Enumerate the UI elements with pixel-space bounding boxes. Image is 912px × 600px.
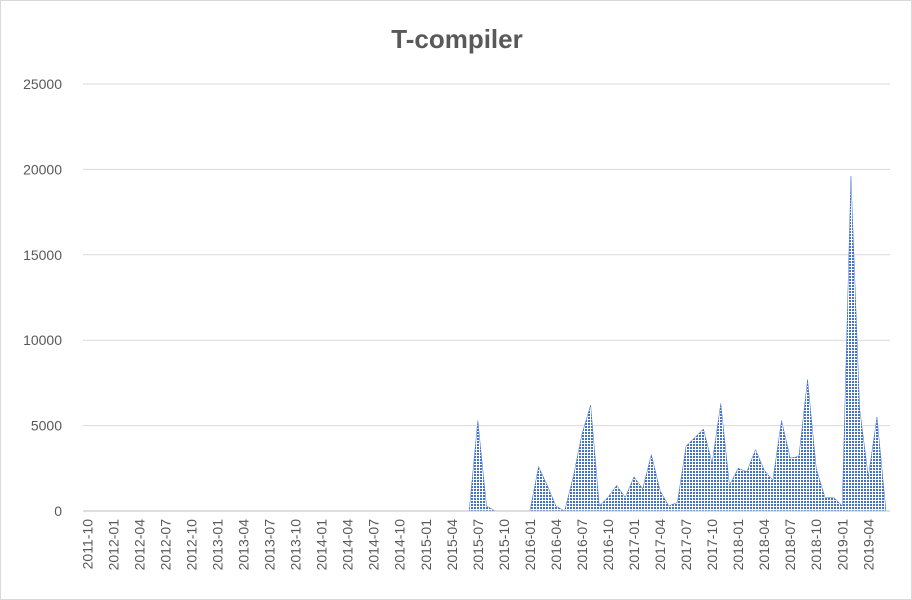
x-tick-label: 2013-07 xyxy=(262,519,278,571)
x-tick-label: 2012-04 xyxy=(131,519,147,571)
x-tick-label: 2016-07 xyxy=(574,519,590,571)
x-tick-label: 2014-10 xyxy=(392,519,408,571)
x-tick-label: 2019-04 xyxy=(860,519,876,571)
x-tick-label: 2011-10 xyxy=(79,519,95,570)
x-tick-label: 2018-04 xyxy=(756,519,772,571)
x-tick-label: 2012-07 xyxy=(157,519,173,571)
y-tick-label: 0 xyxy=(54,503,62,519)
x-tick-label: 2018-10 xyxy=(808,519,824,571)
x-tick-label: 2016-04 xyxy=(548,519,564,571)
x-tick-label: 2012-10 xyxy=(183,519,199,571)
x-tick-label: 2015-01 xyxy=(418,519,434,571)
x-tick-label: 2017-04 xyxy=(652,519,668,571)
y-tick-label: 25000 xyxy=(23,76,62,92)
y-tick-label: 15000 xyxy=(23,247,62,263)
x-tick-label: 2017-01 xyxy=(626,519,642,571)
x-tick-label: 2012-01 xyxy=(105,519,121,571)
x-tick-label: 2015-04 xyxy=(444,519,460,571)
x-tick-label: 2014-01 xyxy=(314,519,330,571)
x-tick-label: 2017-10 xyxy=(704,519,720,571)
x-tick-label: 2018-07 xyxy=(782,519,798,571)
y-tick-label: 20000 xyxy=(23,161,62,177)
x-tick-label: 2015-07 xyxy=(470,519,486,571)
x-tick-label: 2014-07 xyxy=(366,519,382,571)
x-tick-label: 2018-01 xyxy=(730,519,746,571)
x-tick-label: 2016-01 xyxy=(522,519,538,571)
x-tick-label: 2016-10 xyxy=(600,519,616,571)
x-tick-label: 2019-01 xyxy=(834,519,850,571)
x-tick-label: 2015-10 xyxy=(496,519,512,571)
y-tick-label: 5000 xyxy=(31,418,62,434)
x-tick-label: 2013-04 xyxy=(236,519,252,571)
x-tick-label: 2014-04 xyxy=(340,519,356,571)
x-tick-label: 2013-01 xyxy=(210,519,226,571)
chart-title: T-compiler xyxy=(391,24,522,54)
y-tick-label: 10000 xyxy=(23,332,62,348)
x-tick-label: 2017-07 xyxy=(678,519,694,571)
x-tick-label: 2013-10 xyxy=(288,519,304,571)
